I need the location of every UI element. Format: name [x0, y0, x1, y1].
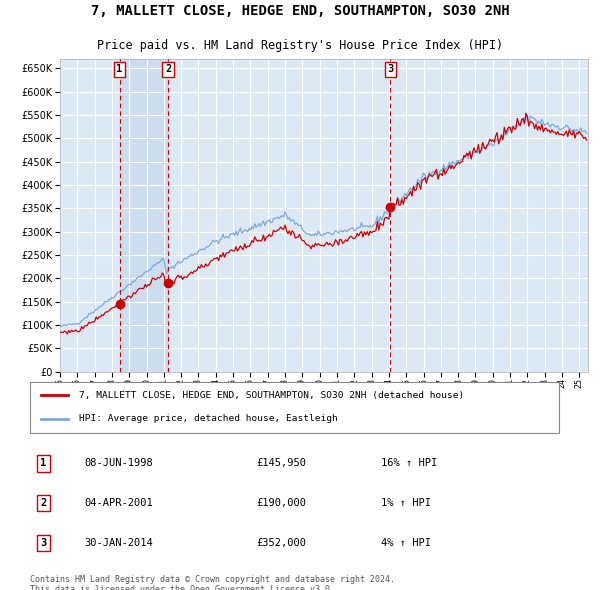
Text: 1: 1 [40, 458, 47, 468]
Text: 16% ↑ HPI: 16% ↑ HPI [381, 458, 437, 468]
Text: 04-APR-2001: 04-APR-2001 [84, 499, 153, 508]
Bar [119, 59, 168, 372]
Text: 1% ↑ HPI: 1% ↑ HPI [381, 499, 431, 508]
Text: Contains HM Land Registry data © Crown copyright and database right 2024.
This d: Contains HM Land Registry data © Crown c… [30, 575, 395, 590]
Text: £352,000: £352,000 [257, 538, 307, 548]
Text: 30-JAN-2014: 30-JAN-2014 [84, 538, 153, 548]
FancyBboxPatch shape [30, 382, 559, 432]
Text: HPI: Average price, detached house, Eastleigh: HPI: Average price, detached house, East… [79, 414, 337, 423]
Text: 2: 2 [40, 499, 47, 508]
Text: Price paid vs. HM Land Registry's House Price Index (HPI): Price paid vs. HM Land Registry's House … [97, 38, 503, 52]
Text: 7, MALLETT CLOSE, HEDGE END, SOUTHAMPTON, SO30 2NH (detached house): 7, MALLETT CLOSE, HEDGE END, SOUTHAMPTON… [79, 391, 464, 400]
Text: 1: 1 [116, 64, 122, 74]
Text: 2: 2 [165, 64, 172, 74]
Text: 3: 3 [40, 538, 47, 548]
Text: 08-JUN-1998: 08-JUN-1998 [84, 458, 153, 468]
Text: 4% ↑ HPI: 4% ↑ HPI [381, 538, 431, 548]
Text: 7, MALLETT CLOSE, HEDGE END, SOUTHAMPTON, SO30 2NH: 7, MALLETT CLOSE, HEDGE END, SOUTHAMPTON… [91, 4, 509, 18]
Text: 3: 3 [387, 64, 394, 74]
Text: £190,000: £190,000 [257, 499, 307, 508]
Text: £145,950: £145,950 [257, 458, 307, 468]
